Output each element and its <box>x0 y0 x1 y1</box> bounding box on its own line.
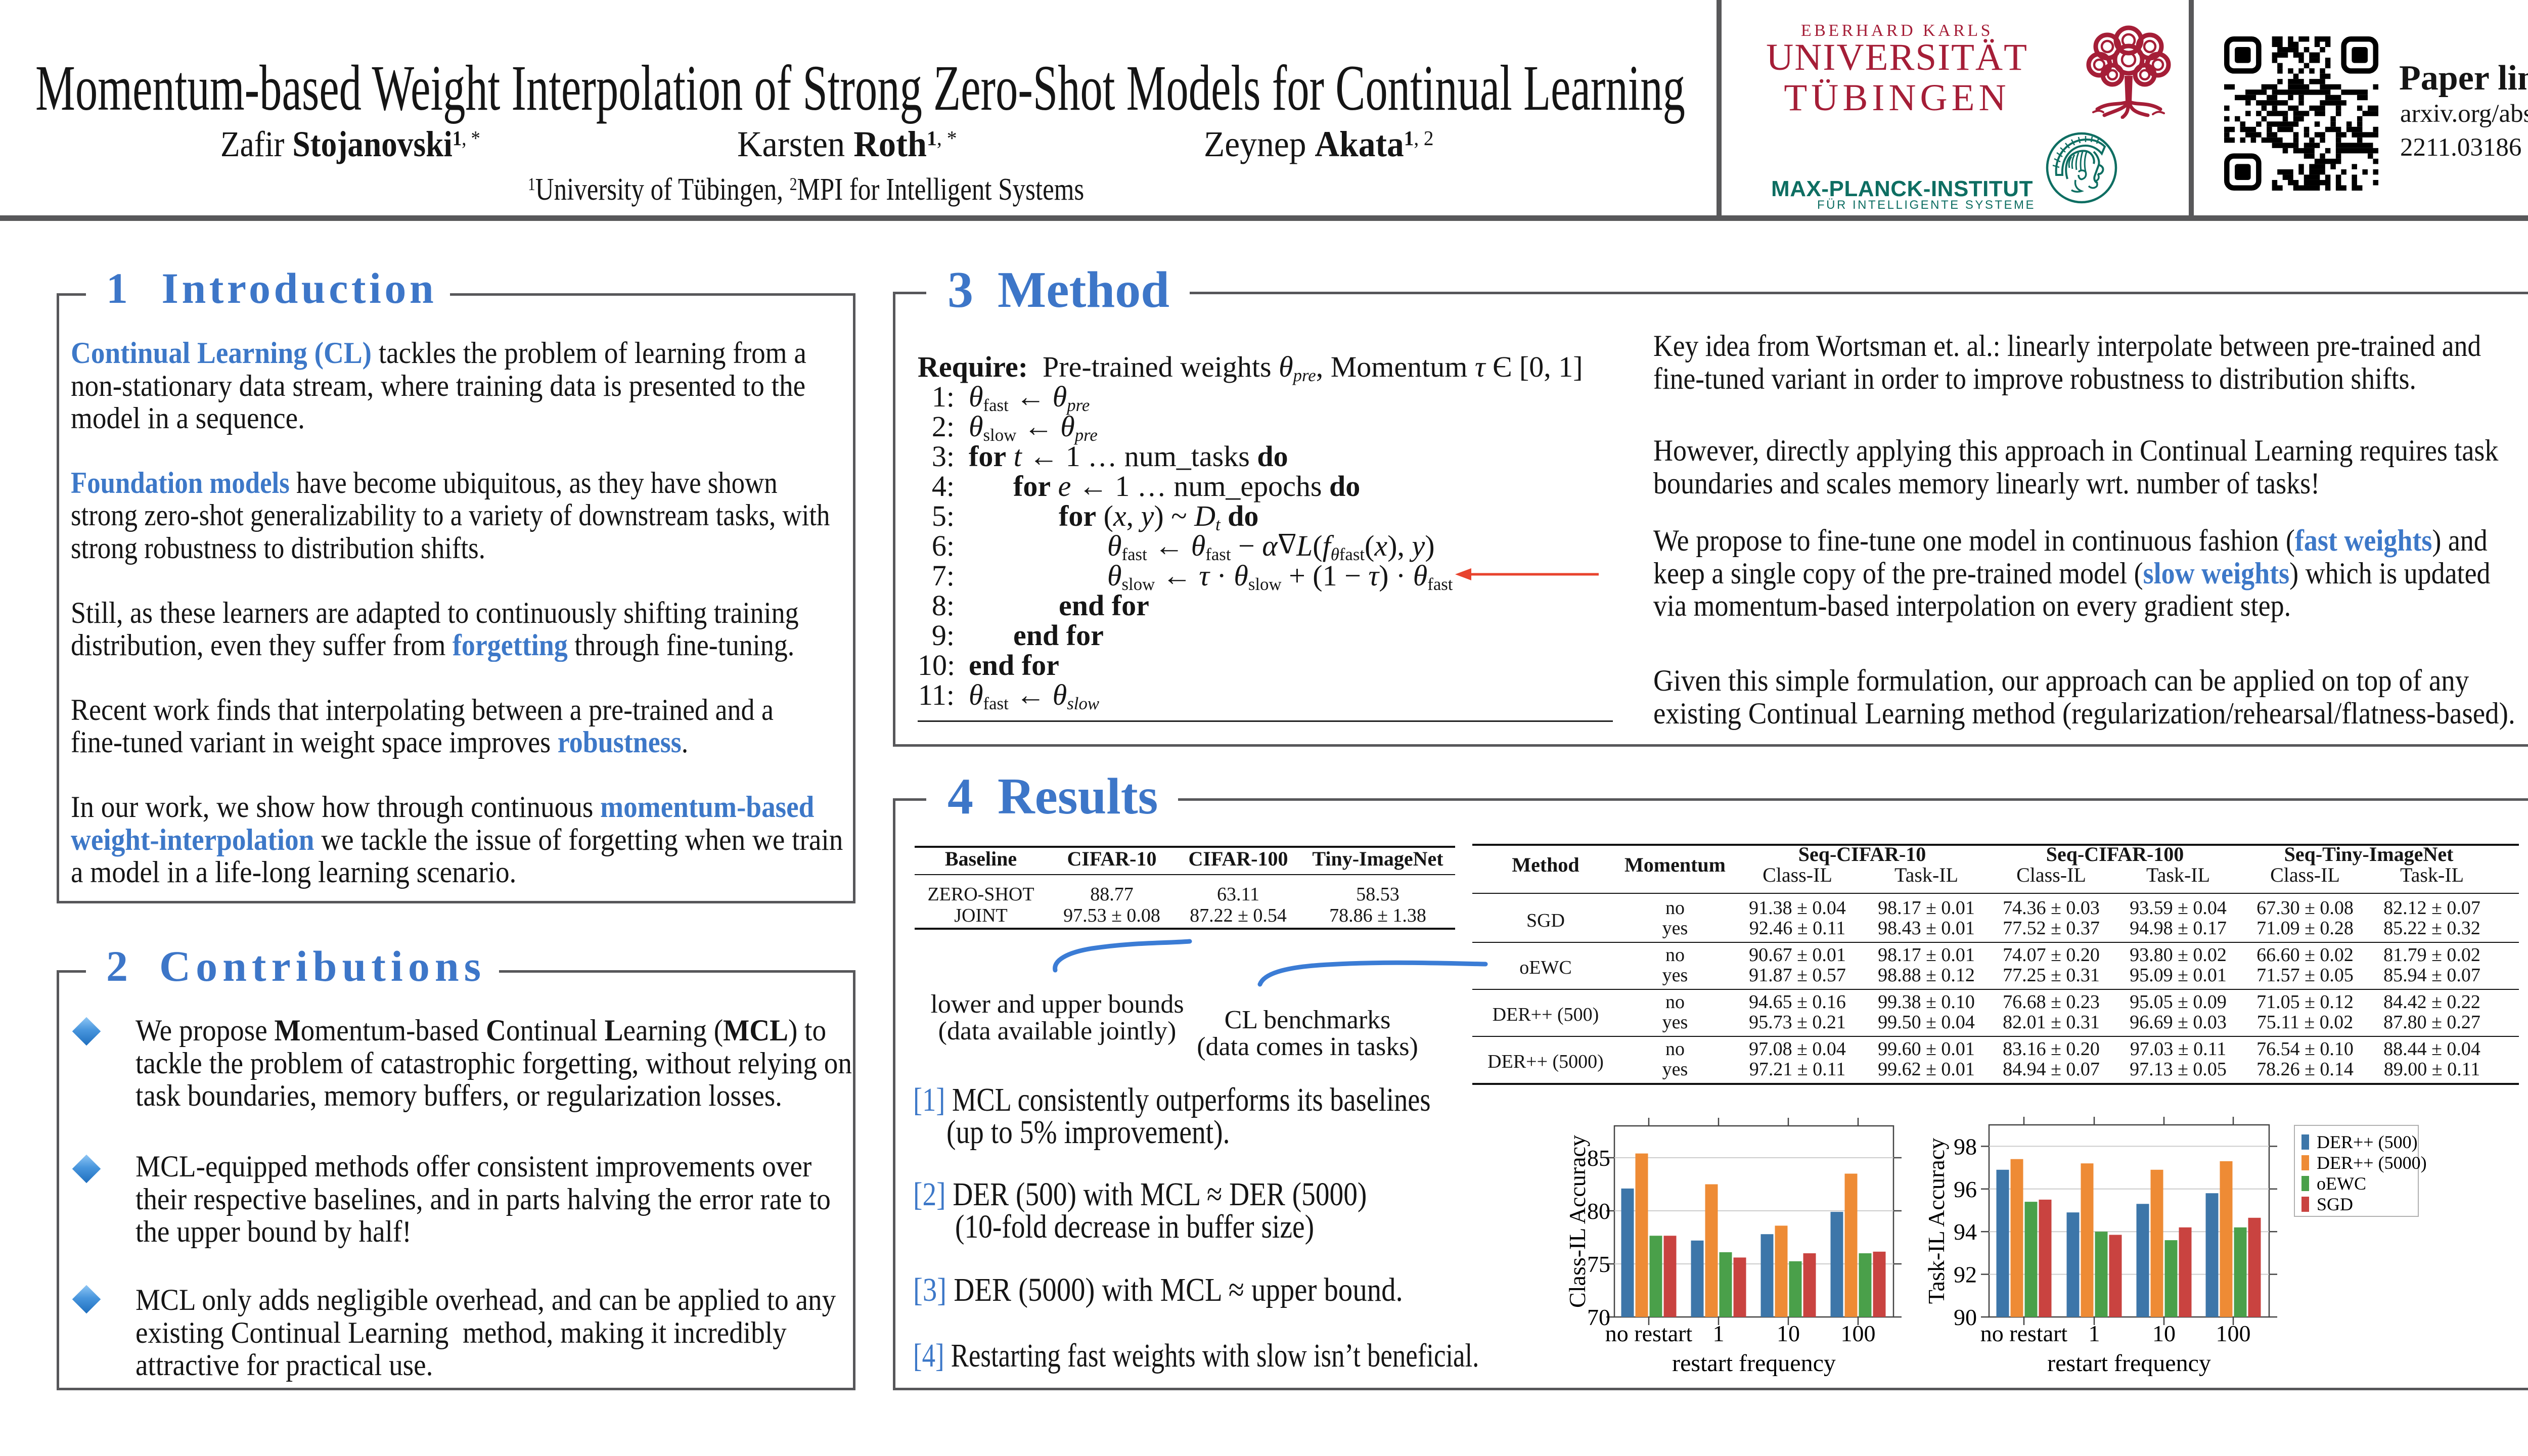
svg-text:96: 96 <box>1954 1176 1977 1202</box>
svg-text:1: 1 <box>1713 1321 1725 1346</box>
svg-text:1: 1 <box>2089 1321 2100 1346</box>
svg-text:DER++ (5000): DER++ (5000) <box>2317 1153 2427 1173</box>
svg-text:oEWC: oEWC <box>2317 1173 2366 1194</box>
svg-text:no restart: no restart <box>1605 1321 1693 1346</box>
svg-text:90: 90 <box>1954 1304 1977 1330</box>
svg-text:SGD: SGD <box>2317 1194 2353 1214</box>
svg-text:10: 10 <box>1777 1321 1800 1346</box>
svg-text:Task-IL Accuracy: Task-IL Accuracy <box>1923 1138 1949 1304</box>
svg-text:10: 10 <box>2152 1321 2176 1346</box>
svg-text:70: 70 <box>1587 1304 1610 1330</box>
svg-text:98: 98 <box>1954 1133 1977 1159</box>
svg-text:75: 75 <box>1587 1251 1610 1277</box>
svg-text:DER++ (500): DER++ (500) <box>2317 1132 2418 1152</box>
svg-text:restart frequency: restart frequency <box>2047 1350 2211 1377</box>
svg-text:Class-IL Accuracy: Class-IL Accuracy <box>1564 1135 1590 1308</box>
svg-text:94: 94 <box>1954 1219 1977 1245</box>
svg-text:100: 100 <box>1841 1321 1876 1346</box>
svg-text:80: 80 <box>1587 1198 1610 1224</box>
svg-text:92: 92 <box>1954 1262 1977 1288</box>
svg-text:85: 85 <box>1587 1145 1610 1171</box>
svg-text:restart frequency: restart frequency <box>1672 1350 1836 1377</box>
svg-text:100: 100 <box>2216 1321 2251 1346</box>
svg-text:no restart: no restart <box>1980 1321 2068 1346</box>
